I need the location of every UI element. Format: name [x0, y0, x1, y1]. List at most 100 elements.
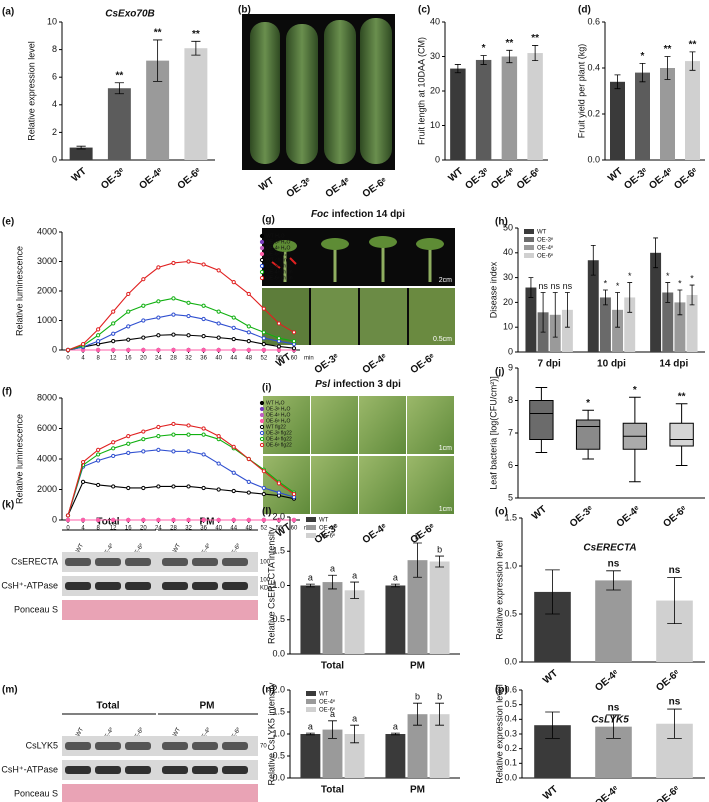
panel-letter: (k) — [2, 500, 14, 511]
bar — [685, 61, 700, 160]
y-tick-label: 6 — [508, 460, 513, 470]
legend-label: OE-3ᵉ flg22 — [266, 430, 292, 436]
legend-label: WT chitin — [266, 257, 287, 263]
significance: ** — [154, 28, 162, 39]
point — [126, 291, 131, 297]
bar — [662, 292, 674, 352]
significance: ns — [669, 565, 681, 576]
significance: a — [330, 709, 335, 719]
y-tick-label: 1.5 — [272, 546, 285, 556]
point — [261, 347, 266, 353]
error-bar — [639, 63, 646, 83]
legend-label: OE-6ᵉ chitin — [266, 275, 293, 281]
y-tick-label: 1.0 — [272, 580, 285, 590]
x-tick-label: 28 — [170, 526, 177, 532]
blot-band — [222, 766, 248, 774]
significance: ns — [550, 281, 560, 291]
y-tick-label: 10 — [503, 322, 513, 332]
error-bar — [614, 74, 621, 90]
chart-title: CsExo70B — [105, 9, 154, 20]
point — [156, 315, 161, 320]
y-tick-label: 0.6 — [587, 16, 600, 26]
x-tick-label: OE-4ᵉ — [489, 166, 517, 192]
y-tick-label: 2000 — [37, 484, 57, 494]
blot-group: PM — [200, 701, 215, 712]
y-tick-label: 40 — [503, 247, 513, 257]
legend-swatch — [524, 237, 534, 242]
x-tick-label: WT — [70, 166, 89, 184]
point — [216, 321, 221, 326]
blot-band — [192, 558, 218, 566]
significance: ** — [689, 40, 697, 51]
legend-label: OE-3ᵉ H₂O — [266, 406, 290, 412]
series-line — [67, 297, 295, 351]
point — [171, 449, 176, 454]
photo-title-text: infection 3 dpi — [333, 379, 401, 390]
y-tick-label: 4000 — [37, 453, 57, 463]
point — [246, 517, 251, 523]
x-tick-label: OE-4ᵉ — [593, 668, 621, 694]
series-line — [67, 434, 295, 516]
photo-label: WT — [257, 176, 276, 194]
error-bar — [590, 244, 596, 276]
bar — [635, 72, 650, 160]
bar — [385, 734, 406, 778]
point — [126, 337, 131, 342]
point — [201, 347, 206, 353]
photo-label: OE-3ᵉ — [313, 351, 342, 376]
point — [186, 449, 191, 454]
point — [111, 446, 116, 451]
significance: ns — [563, 281, 573, 291]
y-tick-label: 0.4 — [587, 62, 600, 72]
significance: a — [352, 570, 357, 580]
x-axis-label: min — [304, 356, 314, 362]
blot-band — [222, 582, 248, 590]
bar — [587, 260, 599, 352]
point — [126, 517, 131, 523]
error-bar — [413, 702, 422, 726]
x-tick-label: 12 — [110, 526, 117, 532]
blot-strip — [62, 784, 258, 802]
significance: * — [586, 398, 590, 409]
point — [201, 334, 206, 339]
blot-row-label: CsH⁺-ATPase — [1, 764, 58, 774]
error-bar — [564, 292, 570, 328]
x-tick-label: 44 — [230, 356, 237, 362]
point — [126, 309, 131, 314]
point — [171, 260, 176, 266]
photo-label: OE-4ᵉ — [324, 175, 353, 200]
y-tick-label: 50 — [503, 222, 513, 232]
x-tick-label: OE-6ᵉ — [176, 166, 204, 192]
point — [246, 490, 251, 495]
point — [246, 324, 251, 329]
point — [246, 456, 251, 462]
significance: a — [393, 573, 398, 583]
point — [65, 347, 71, 353]
point — [65, 513, 71, 518]
y-axis-label: Disease index — [488, 261, 498, 318]
y-tick-label: 6000 — [37, 423, 57, 433]
y-tick-label: 0 — [52, 154, 57, 164]
blot-marker: 70 — [260, 744, 267, 750]
point — [186, 259, 191, 264]
y-tick-label: 3000 — [37, 256, 57, 266]
panel-letter: (m) — [2, 685, 18, 696]
x-tick-label: 60 — [291, 526, 298, 532]
point — [96, 452, 101, 457]
panel-letter: (o) — [495, 507, 508, 518]
legend-swatch — [306, 699, 316, 704]
significance: ** — [505, 38, 513, 49]
legend-swatch — [524, 229, 534, 234]
point — [80, 459, 86, 465]
bar — [599, 297, 611, 352]
point — [126, 434, 131, 439]
panel-letter: (d) — [578, 5, 591, 16]
bar — [660, 68, 675, 160]
blot-band — [125, 582, 151, 590]
legend-label: OE-3ᵉ — [537, 238, 554, 244]
y-tick-label: 0 — [508, 346, 513, 356]
point — [261, 342, 266, 347]
legend-label: OE-6ᵉ flg22 — [266, 442, 292, 448]
blot-band — [162, 582, 188, 590]
x-tick-label: OE-3ᵉ — [99, 166, 127, 192]
